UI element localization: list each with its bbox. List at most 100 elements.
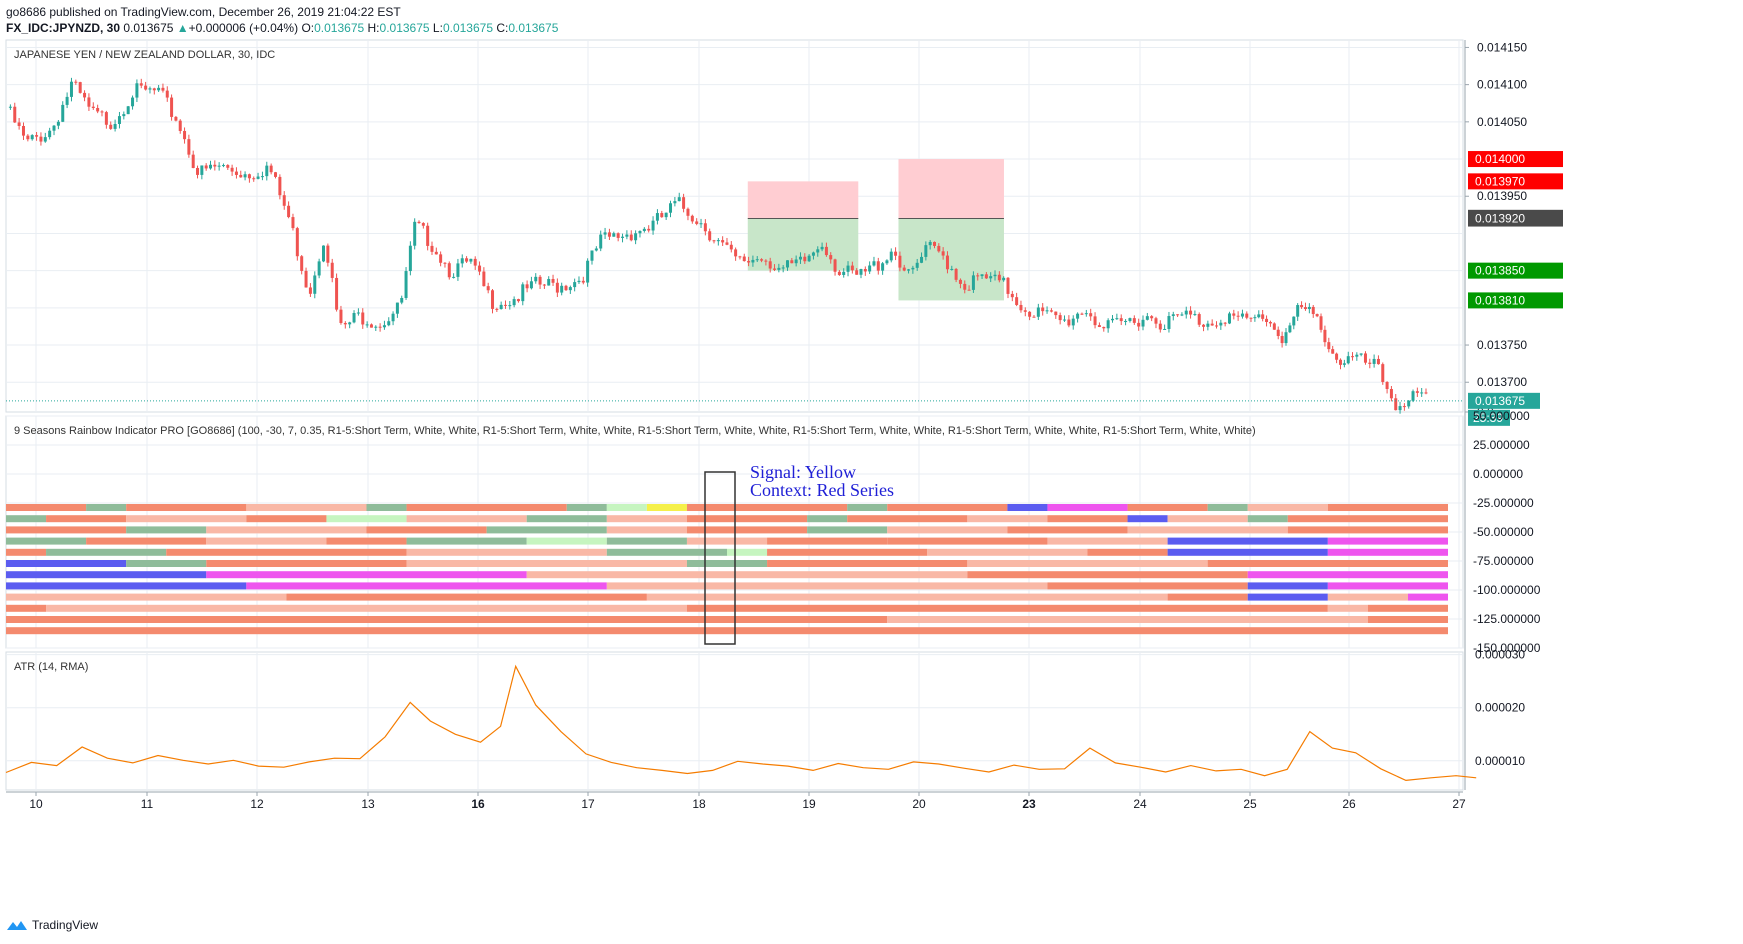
candle-body <box>1093 316 1097 326</box>
candle-body <box>1249 317 1253 319</box>
candle-body <box>577 280 581 283</box>
symbol-label[interactable]: FX_IDC:JPYNZD, 30 <box>6 21 121 35</box>
rainbow-band <box>967 571 1248 579</box>
candle-body <box>144 85 148 90</box>
candle-body <box>1150 316 1154 319</box>
candle-body <box>1119 318 1123 322</box>
rainbow-band <box>1167 537 1328 545</box>
candle-body <box>87 97 91 107</box>
price-level-tag-label: 0.014000 <box>1475 152 1525 166</box>
candle-body <box>768 261 772 269</box>
candle-body <box>265 165 269 177</box>
candle-body <box>139 83 143 86</box>
candle-body <box>529 281 533 289</box>
candle-body <box>1272 323 1276 330</box>
candle-body <box>734 249 738 257</box>
footer-brand[interactable]: TradingView <box>32 918 99 932</box>
candle-body <box>729 244 733 250</box>
price-level-tag-label: 0.013850 <box>1475 264 1525 278</box>
rainbow-band <box>767 560 968 567</box>
rainbow-band <box>1207 560 1448 567</box>
candle-body <box>1128 318 1132 321</box>
price-tick-label: 0.014050 <box>1477 115 1527 129</box>
candle-body <box>958 279 962 284</box>
candle-body <box>365 324 369 326</box>
candle-body <box>1376 358 1380 365</box>
candle-body <box>682 197 686 209</box>
rainbow-band <box>6 582 247 590</box>
rainbow-band <box>1327 582 1448 590</box>
candle-body <box>74 81 78 83</box>
candle-body <box>898 255 902 268</box>
candle-body <box>52 125 56 131</box>
candle-body <box>1023 310 1027 312</box>
candle-body <box>686 208 690 216</box>
candle-body <box>846 265 850 272</box>
candle-body <box>833 259 837 272</box>
candle-body <box>478 265 482 272</box>
candle-body <box>837 271 841 275</box>
candle-body <box>1154 318 1158 324</box>
candle-body <box>842 271 846 275</box>
candle-body <box>61 104 65 122</box>
candle-body <box>621 236 625 238</box>
candle-body <box>482 271 486 287</box>
rainbow-band <box>1167 548 1328 556</box>
candle-body <box>456 263 460 277</box>
rainbow-band <box>526 515 607 523</box>
candle-body <box>868 265 872 272</box>
candle-body <box>274 172 278 177</box>
rainbow-band <box>486 526 607 534</box>
rainbow-band <box>206 571 527 579</box>
rainbow-band <box>6 616 888 623</box>
rainbow-band <box>606 548 727 556</box>
candle-body <box>1240 313 1244 317</box>
candle-body <box>157 87 161 91</box>
candle-body <box>1158 323 1162 330</box>
candle-body <box>1389 388 1393 399</box>
candle-body <box>313 275 317 294</box>
candle-body <box>989 276 993 279</box>
candle-body <box>1398 406 1402 411</box>
candle-body <box>56 121 60 126</box>
rainbow-panel-title: 9 Seasons Rainbow Indicator PRO [GO8686]… <box>14 425 1256 437</box>
rainbow-band <box>406 560 687 567</box>
rainbow-band <box>206 560 407 567</box>
candle-body <box>191 154 195 168</box>
rainbow-band <box>606 582 1048 590</box>
candle-body <box>439 254 443 263</box>
candle-body <box>1215 325 1219 327</box>
candle-body <box>473 258 477 266</box>
rainbow-band <box>406 504 567 511</box>
rainbow-band <box>86 537 207 545</box>
rainbow-band <box>606 504 647 511</box>
candle-body <box>1071 318 1075 326</box>
rainbow-band <box>406 515 527 523</box>
candle-body <box>963 283 967 290</box>
time-tick-label: 25 <box>1243 797 1257 811</box>
candle-body <box>798 256 802 260</box>
candle-body <box>499 304 503 310</box>
rainbow-band <box>887 504 1008 511</box>
candle-body <box>907 269 911 271</box>
candle-body <box>516 299 520 302</box>
candle-body <box>226 165 230 168</box>
candle-body <box>824 246 828 256</box>
rainbow-tick-label: -75.000000 <box>1473 554 1534 568</box>
candle-body <box>1288 325 1292 333</box>
candle-body <box>807 255 811 262</box>
candle-body <box>374 326 378 328</box>
candle-body <box>803 256 807 262</box>
atr-tick-label: 0.000010 <box>1475 754 1525 768</box>
candle-body <box>486 286 490 291</box>
candle-body <box>1132 318 1136 323</box>
candle-body <box>326 245 330 263</box>
candle-body <box>1355 354 1359 357</box>
candle-body <box>452 276 456 278</box>
candle-body <box>945 255 949 270</box>
candle-body <box>1276 329 1280 337</box>
candle-body <box>642 228 646 231</box>
candle-body <box>1067 319 1071 326</box>
candle-body <box>1323 329 1327 343</box>
